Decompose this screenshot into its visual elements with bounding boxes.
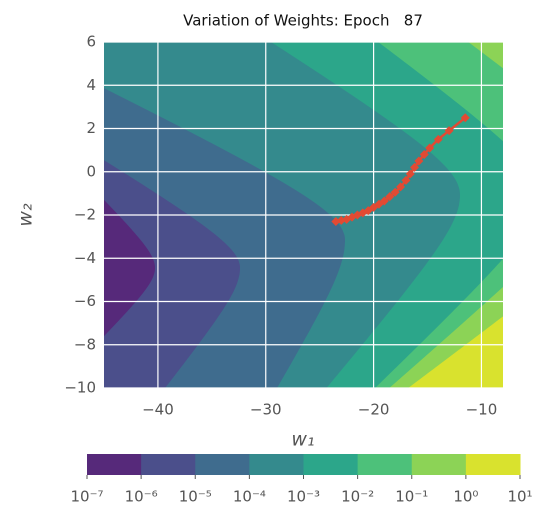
trajectory-point bbox=[410, 162, 420, 172]
colorbar-band bbox=[141, 454, 196, 475]
x-tick-label: −20 bbox=[358, 401, 390, 419]
colorbar-tick-label: 10⁻⁶ bbox=[125, 488, 158, 506]
contour-band bbox=[104, 160, 240, 388]
y-tick-label: 0 bbox=[86, 162, 96, 180]
x-tick-label: −10 bbox=[466, 401, 498, 419]
trajectory-point bbox=[401, 175, 411, 185]
y-tick-label: 6 bbox=[86, 33, 96, 51]
colorbar-band bbox=[411, 454, 467, 475]
trajectory-point bbox=[331, 216, 341, 226]
y-tick-label: −10 bbox=[64, 379, 96, 397]
colorbar-band bbox=[249, 454, 304, 475]
colorbar-tick-label: 10⁻³ bbox=[287, 488, 320, 506]
colorbar-band bbox=[465, 454, 521, 475]
chart-title: Variation of Weights: Epoch 87 bbox=[183, 12, 423, 30]
trajectory-point bbox=[390, 187, 400, 197]
trajectory-point bbox=[405, 169, 415, 179]
colorbar-tick-label: 10⁰ bbox=[453, 488, 478, 506]
trajectory-point bbox=[414, 156, 424, 166]
trajectory-point bbox=[460, 113, 470, 123]
trajectory-point bbox=[385, 192, 395, 202]
y-tick-label: −8 bbox=[74, 335, 96, 353]
trajectory-point bbox=[433, 134, 443, 144]
trajectory-point bbox=[419, 149, 429, 159]
colorbar-tick-label: 10¹ bbox=[507, 488, 532, 506]
y-tick-label: 4 bbox=[86, 76, 96, 94]
colorbar-tick-label: 10⁻⁴ bbox=[233, 488, 266, 506]
colorbar-band bbox=[357, 454, 413, 475]
x-tick-label: −30 bbox=[250, 401, 282, 419]
y-tick-label: 2 bbox=[86, 119, 96, 137]
trajectory-point bbox=[396, 182, 406, 192]
colorbar-tick-label: 10⁻⁵ bbox=[179, 488, 212, 506]
y-tick-label: −4 bbox=[74, 249, 96, 267]
x-axis-label: w₁ bbox=[291, 429, 314, 451]
y-tick-label: −6 bbox=[74, 292, 96, 310]
colorbar-tick-label: 10⁻² bbox=[341, 488, 374, 506]
x-tick-label: −40 bbox=[142, 401, 174, 419]
plot-area bbox=[104, 42, 503, 388]
colorbar-band bbox=[195, 454, 250, 475]
y-tick-label: −2 bbox=[74, 206, 96, 224]
y-axis-label: w₂ bbox=[15, 203, 37, 227]
colorbar-band bbox=[303, 454, 359, 475]
colorbar-band bbox=[87, 454, 142, 475]
trajectory-point bbox=[425, 143, 435, 153]
trajectory-point bbox=[444, 126, 454, 136]
colorbar-tick-label: 10⁻¹ bbox=[395, 488, 428, 506]
colorbar-tick-label: 10⁻⁷ bbox=[70, 488, 103, 506]
